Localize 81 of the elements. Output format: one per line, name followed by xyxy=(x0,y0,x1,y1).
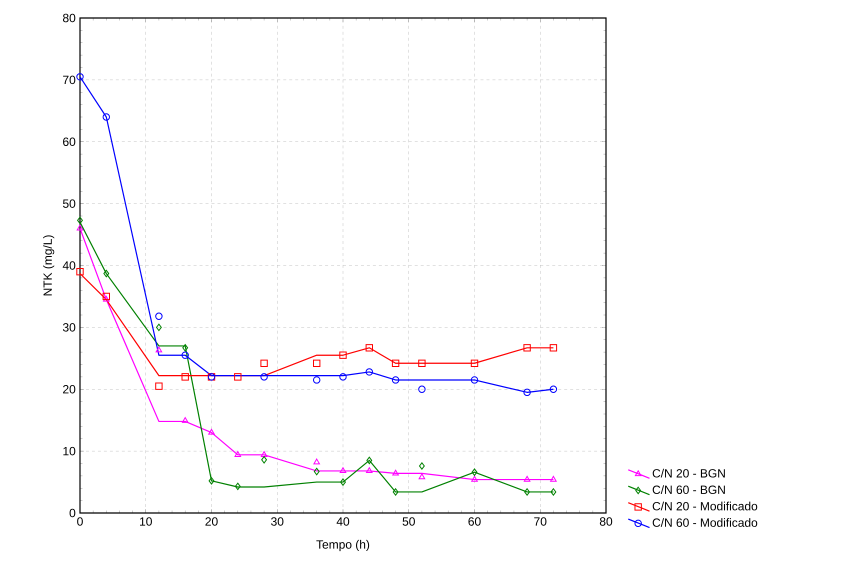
y-tick-label: 40 xyxy=(62,261,76,270)
legend-label: C/N 60 - BGN xyxy=(652,485,725,494)
y-tick-label: 50 xyxy=(62,199,76,208)
x-tick-label: 30 xyxy=(271,517,284,526)
point xyxy=(418,360,426,367)
point xyxy=(366,344,373,352)
point xyxy=(470,360,478,367)
x-tick-label: 60 xyxy=(468,517,481,526)
x-tick-label: 20 xyxy=(205,517,218,526)
point xyxy=(76,268,84,276)
point xyxy=(418,473,426,480)
point xyxy=(471,476,478,482)
point xyxy=(102,292,110,300)
x-tick-label: 40 xyxy=(336,517,350,526)
y-tick-label: 80 xyxy=(62,14,76,22)
legend-label: C/N 60 - Modificado xyxy=(652,518,758,527)
point xyxy=(261,456,267,464)
point xyxy=(102,113,110,121)
point xyxy=(103,270,110,278)
point xyxy=(260,360,268,367)
legend-label: C/N 20 - BGN xyxy=(652,468,725,478)
point xyxy=(156,324,162,332)
point xyxy=(314,468,320,476)
x-tick-label: 50 xyxy=(402,517,415,526)
point xyxy=(392,488,398,496)
point xyxy=(366,456,372,464)
point xyxy=(550,386,558,393)
point xyxy=(523,388,531,396)
point xyxy=(392,360,400,367)
point xyxy=(156,346,162,352)
point xyxy=(182,417,188,423)
y-tick-label: 30 xyxy=(62,323,76,332)
point xyxy=(182,352,189,359)
point xyxy=(524,476,530,482)
point xyxy=(339,352,347,359)
point xyxy=(523,344,531,352)
point xyxy=(103,296,110,302)
x-tick-label: 70 xyxy=(534,517,546,526)
point xyxy=(392,470,399,476)
x-tick-label: 80 xyxy=(600,517,612,526)
point xyxy=(260,373,268,381)
point xyxy=(550,476,557,482)
y-tick-label: 20 xyxy=(63,385,76,394)
point xyxy=(366,368,373,376)
point xyxy=(550,344,558,352)
point xyxy=(155,312,163,320)
y-tick-label: 0 xyxy=(70,508,76,518)
y-tick-label: 10 xyxy=(63,446,76,456)
point xyxy=(182,373,189,381)
point xyxy=(339,373,347,381)
point xyxy=(76,224,84,230)
x-tick-label: 10 xyxy=(140,517,152,526)
x-tick-label: 0 xyxy=(77,517,83,526)
point xyxy=(208,477,214,485)
point xyxy=(76,73,84,80)
y-axis-title: NTK (mg/L) xyxy=(43,235,54,296)
point xyxy=(313,458,320,464)
point xyxy=(470,376,478,384)
point xyxy=(524,488,530,496)
point xyxy=(155,382,163,390)
point xyxy=(550,488,556,496)
x-axis-title: Tempo (h) xyxy=(316,540,370,552)
point xyxy=(77,216,83,224)
point xyxy=(313,376,320,384)
point xyxy=(182,344,188,352)
legend-label: C/N 20 - Modificado xyxy=(652,502,758,510)
point xyxy=(234,451,242,457)
point xyxy=(208,428,215,435)
point xyxy=(340,467,346,474)
point xyxy=(234,373,242,381)
point xyxy=(260,451,268,457)
point xyxy=(419,462,425,470)
point xyxy=(418,386,426,393)
point xyxy=(234,482,241,490)
point xyxy=(472,468,478,476)
point xyxy=(366,467,373,474)
point xyxy=(313,360,320,367)
point xyxy=(340,478,346,486)
point xyxy=(392,376,400,384)
y-tick-label: 60 xyxy=(63,138,76,146)
y-tick-label: 70 xyxy=(63,76,76,84)
